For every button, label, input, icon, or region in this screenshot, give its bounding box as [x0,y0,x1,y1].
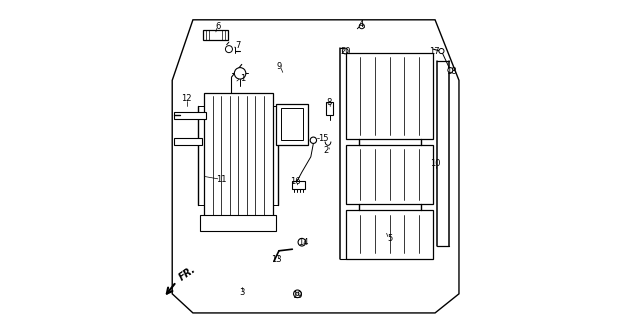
Circle shape [298,238,306,246]
Circle shape [296,292,299,295]
Text: 16: 16 [290,177,301,186]
Circle shape [310,137,317,143]
Text: 13: 13 [271,255,282,264]
Circle shape [225,46,232,52]
Text: 2: 2 [323,146,328,155]
Bar [203,30,228,40]
Text: 11: 11 [217,175,227,184]
Bar [346,145,433,204]
Circle shape [448,68,453,73]
Bar [346,53,433,139]
Bar [326,102,333,115]
Text: 15: 15 [318,134,328,143]
Bar [346,211,433,259]
Bar [175,138,202,145]
Circle shape [294,290,301,298]
Text: 18: 18 [447,67,457,76]
Circle shape [342,48,348,54]
Text: 1: 1 [240,74,245,83]
Text: 19: 19 [292,291,303,300]
Circle shape [234,68,246,79]
Text: 8: 8 [327,98,332,107]
Bar [200,215,276,231]
Text: 7: 7 [236,41,241,51]
Circle shape [439,49,444,53]
Text: 6: 6 [216,22,221,31]
Bar [204,93,273,217]
Bar [293,181,305,189]
Bar [175,112,206,119]
Text: 9: 9 [276,62,281,71]
Text: 5: 5 [387,234,392,243]
Text: 12: 12 [181,94,192,103]
Text: 14: 14 [298,238,309,247]
Text: 17: 17 [429,47,440,56]
Text: 20: 20 [340,47,350,56]
Text: 4: 4 [359,20,364,29]
Bar [276,104,308,145]
Text: FR.: FR. [178,264,198,283]
Text: 3: 3 [240,288,245,297]
Circle shape [359,24,364,29]
Bar [281,108,303,140]
Text: 10: 10 [430,159,441,168]
